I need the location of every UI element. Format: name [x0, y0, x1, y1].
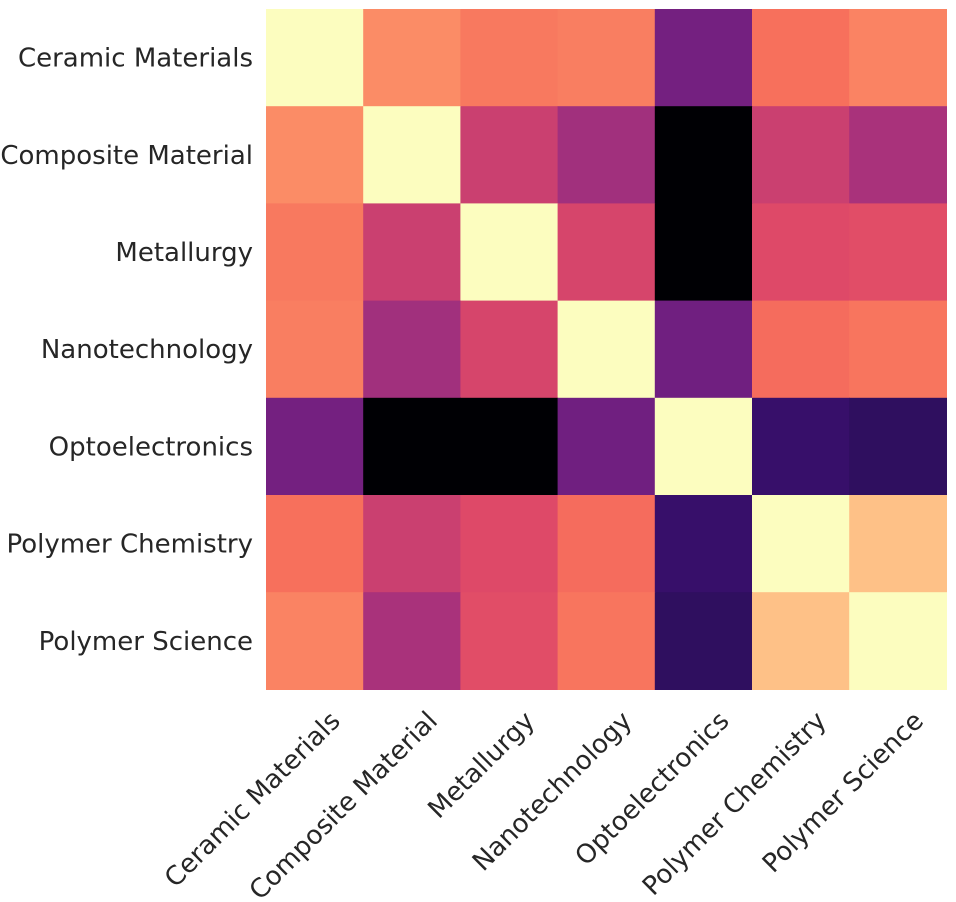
heatmap-cells — [266, 9, 947, 690]
heatmap-cell — [849, 106, 947, 204]
heatmap-cell — [363, 300, 461, 399]
heatmap-cell — [557, 203, 656, 302]
row-tick-labels: Ceramic Materials Composite Material Metal… — [0, 44, 253, 657]
heatmap-cell — [557, 495, 656, 593]
heatmap-cell — [557, 300, 656, 399]
heatmap-cell — [654, 106, 753, 204]
heatmap-cell — [460, 397, 559, 496]
heatmap-cell — [752, 203, 850, 302]
column-tick-label: Polymer Science — [757, 706, 930, 879]
heatmap-cell — [752, 9, 850, 107]
heatmap-cell — [654, 9, 753, 107]
heatmap-cell — [752, 495, 850, 593]
heatmap-cell — [849, 300, 947, 399]
heatmap-cell — [266, 203, 364, 302]
row-tick-label: Optoelectronics — [49, 432, 253, 462]
heatmap-cell — [752, 106, 850, 204]
row-tick-label: Ceramic Materials — [18, 44, 253, 74]
heatmap-cell — [849, 203, 947, 302]
heatmap-cell — [363, 9, 461, 107]
heatmap-cell — [266, 300, 364, 399]
heatmap-cell — [266, 592, 364, 690]
heatmap-cell — [654, 397, 753, 496]
heatmap-cell — [363, 203, 461, 302]
heatmap-cell — [266, 397, 364, 496]
heatmap-cell — [363, 397, 461, 496]
heatmap-cell — [752, 300, 850, 399]
row-tick-label: Composite Material — [0, 141, 253, 171]
heatmap-cell — [752, 592, 850, 690]
heatmap-cell — [557, 397, 656, 496]
heatmap-cell — [557, 9, 656, 107]
heatmap-cell — [654, 495, 753, 593]
heatmap-cell — [363, 106, 461, 204]
row-tick-label: Polymer Science — [39, 627, 253, 657]
heatmap-cell — [460, 300, 559, 399]
heatmap-cell — [654, 203, 753, 302]
column-tick-label: Composite Material — [244, 706, 444, 902]
heatmap-cell — [266, 495, 364, 593]
row-tick-label: Metallurgy — [115, 238, 253, 268]
heatmap-cell — [849, 495, 947, 593]
heatmap-cell — [654, 592, 753, 690]
heatmap-cell — [460, 495, 559, 593]
heatmap-cell — [557, 106, 656, 204]
column-tick-label: Nanotechnology — [467, 706, 638, 877]
heatmap-cell — [460, 9, 559, 107]
heatmap-cell — [266, 9, 364, 107]
column-tick-label: Ceramic Materials — [159, 706, 346, 893]
heatmap-cell — [266, 106, 364, 204]
row-tick-label: Nanotechnology — [41, 335, 253, 365]
heatmap-cell — [460, 592, 559, 690]
heatmap-cell — [654, 300, 753, 399]
heatmap-cell — [460, 106, 559, 204]
heatmap-cell — [363, 495, 461, 593]
heatmap-cell — [363, 592, 461, 690]
row-tick-label: Polymer Chemistry — [6, 530, 253, 560]
column-tick-label: Polymer Chemistry — [637, 706, 833, 902]
heatmap-cell — [849, 397, 947, 496]
heatmap-cell — [557, 592, 656, 690]
heatmap-cell — [849, 9, 947, 107]
heatmap-cell — [460, 203, 559, 302]
heatmap-cell — [849, 592, 947, 690]
heatmap-cell — [752, 397, 850, 496]
